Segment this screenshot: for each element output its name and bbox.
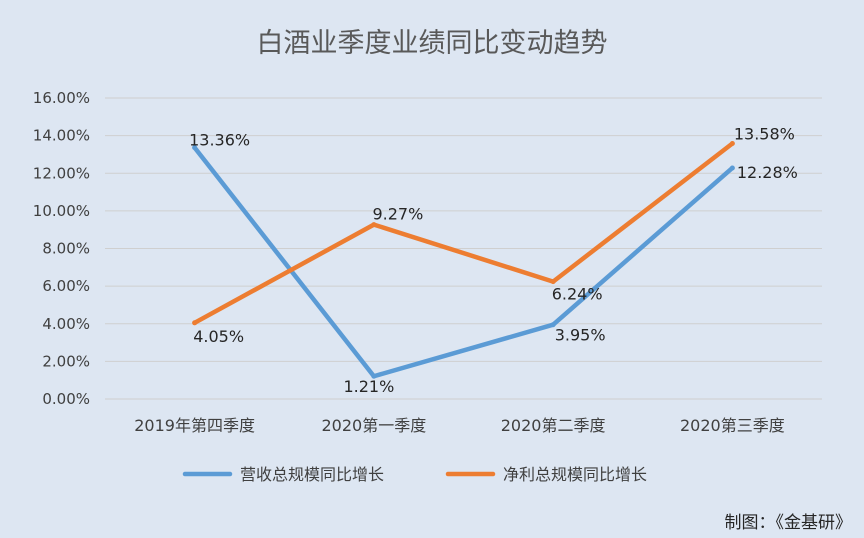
legend: 营收总规模同比增长 净利总规模同比增长 [182,465,647,484]
data-point [729,165,735,171]
data-point [192,145,198,151]
series-lines [192,141,735,379]
y-axis-ticks: 0.00% 2.00% 4.00% 6.00% 8.00% 10.00% 12.00% 14.… [33,89,90,408]
data-label: 1.21% [343,377,394,396]
data-label: 13.58% [734,125,795,144]
x-tick-label: 2020第三季度 [680,416,785,435]
data-label: 9.27% [372,205,423,224]
y-tick-label: 16.00% [33,89,90,107]
data-point [371,373,377,379]
data-point [550,279,556,285]
legend-label: 净利总规模同比增长 [503,465,647,484]
data-point [192,320,198,326]
data-label: 6.24% [552,285,603,304]
data-point [550,322,556,328]
y-tick-label: 2.00% [42,352,90,370]
data-point [371,222,377,228]
data-point [729,141,735,147]
y-tick-label: 8.00% [42,240,90,258]
series-line-1 [192,145,735,379]
data-label: 12.28% [737,163,798,182]
x-tick-label: 2020第一季度 [322,416,427,435]
grid [105,97,822,400]
data-labels: 13.36% 1.21% 3.95% 12.28% 4.05% 9.27% 6.24% 13.… [189,125,798,397]
y-tick-label: 12.00% [33,164,90,182]
data-label: 4.05% [193,327,244,346]
legend-label: 营收总规模同比增长 [240,465,384,484]
y-tick-label: 10.00% [33,202,90,220]
x-tick-label: 2019年第四季度 [134,416,255,435]
data-label: 3.95% [555,326,606,345]
credit-text: 制图：《金基研》 [725,513,853,533]
data-label: 13.36% [189,131,250,150]
y-tick-label: 14.00% [33,127,90,145]
y-tick-label: 0.00% [42,390,90,408]
chart-title: 白酒业季度业绩同比变动趋势 [257,28,608,59]
y-tick-label: 6.00% [42,277,90,295]
series-line-2 [192,141,735,326]
x-axis-ticks: 2019年第四季度 2020第一季度 2020第二季度 2020第三季度 [134,416,784,435]
y-tick-label: 4.00% [42,315,90,333]
x-tick-label: 2020第二季度 [501,416,606,435]
